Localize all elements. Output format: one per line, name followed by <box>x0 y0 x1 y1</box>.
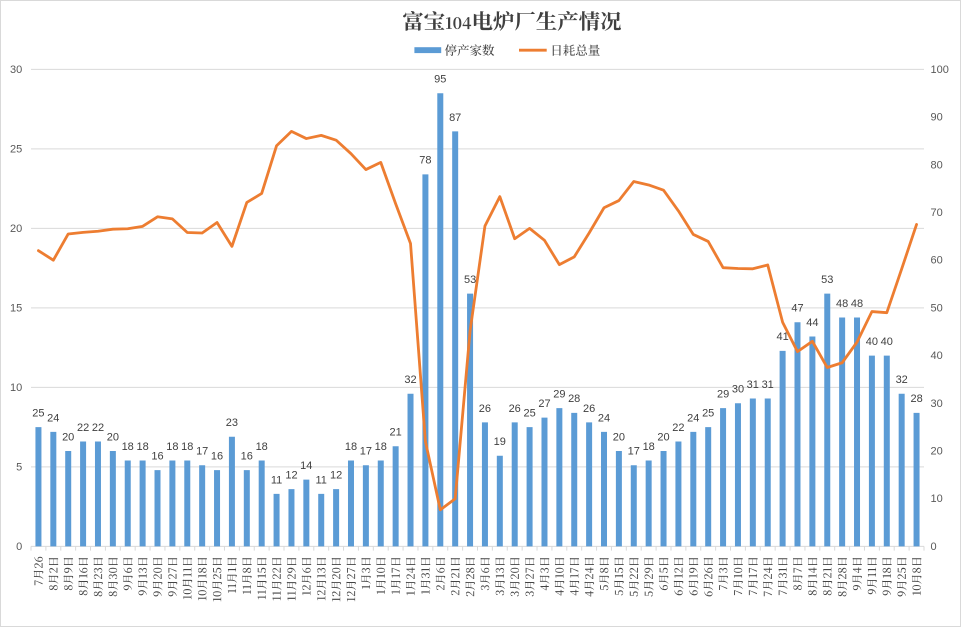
svg-text:30: 30 <box>931 398 943 410</box>
svg-text:20: 20 <box>931 446 943 458</box>
svg-text:25: 25 <box>10 143 22 155</box>
svg-text:10: 10 <box>931 493 943 505</box>
svg-text:19: 19 <box>494 436 506 448</box>
svg-text:11: 11 <box>315 474 326 486</box>
svg-text:40: 40 <box>866 336 878 348</box>
svg-text:18: 18 <box>643 441 655 453</box>
svg-text:16: 16 <box>151 451 163 463</box>
svg-text:48: 48 <box>836 298 848 310</box>
svg-text:26: 26 <box>479 403 491 415</box>
svg-text:30: 30 <box>732 384 744 396</box>
svg-text:10: 10 <box>10 382 22 394</box>
svg-text:20: 20 <box>613 431 625 443</box>
svg-text:53: 53 <box>464 274 476 286</box>
svg-text:30: 30 <box>10 64 22 76</box>
svg-text:78: 78 <box>419 155 431 167</box>
svg-text:20: 20 <box>10 223 22 235</box>
svg-text:24: 24 <box>47 412 59 424</box>
svg-text:22: 22 <box>92 422 104 434</box>
svg-text:32: 32 <box>896 374 908 386</box>
svg-text:18: 18 <box>181 441 193 453</box>
svg-text:18: 18 <box>122 441 134 453</box>
svg-text:18: 18 <box>375 441 387 453</box>
svg-text:18: 18 <box>256 441 268 453</box>
svg-text:31: 31 <box>762 379 774 391</box>
svg-text:12: 12 <box>330 470 342 482</box>
svg-text:40: 40 <box>881 336 893 348</box>
svg-text:20: 20 <box>107 431 119 443</box>
svg-text:25: 25 <box>32 408 44 420</box>
svg-text:18: 18 <box>345 441 357 453</box>
svg-text:48: 48 <box>851 298 863 310</box>
svg-text:53: 53 <box>821 274 833 286</box>
svg-text:44: 44 <box>806 317 818 329</box>
svg-text:24: 24 <box>598 412 610 424</box>
svg-text:60: 60 <box>931 255 943 267</box>
svg-text:20: 20 <box>62 431 74 443</box>
svg-text:17: 17 <box>628 446 640 458</box>
svg-text:22: 22 <box>77 422 89 434</box>
svg-text:16: 16 <box>211 451 223 463</box>
svg-text:31: 31 <box>747 379 759 391</box>
svg-text:25: 25 <box>523 408 535 420</box>
svg-text:5: 5 <box>16 461 22 473</box>
svg-text:0: 0 <box>931 541 937 553</box>
svg-text:40: 40 <box>931 350 943 362</box>
svg-text:11: 11 <box>271 474 282 486</box>
svg-text:90: 90 <box>931 112 943 124</box>
svg-text:14: 14 <box>300 460 312 472</box>
svg-text:15: 15 <box>10 302 22 314</box>
svg-text:87: 87 <box>449 112 461 124</box>
svg-text:17: 17 <box>196 446 208 458</box>
svg-text:25: 25 <box>702 408 714 420</box>
svg-text:16: 16 <box>241 451 253 463</box>
svg-text:32: 32 <box>404 374 416 386</box>
svg-text:47: 47 <box>791 303 803 315</box>
svg-text:50: 50 <box>931 302 943 314</box>
svg-text:70: 70 <box>931 207 943 219</box>
svg-text:17: 17 <box>360 446 372 458</box>
svg-text:20: 20 <box>657 431 669 443</box>
svg-text:18: 18 <box>166 441 178 453</box>
svg-text:95: 95 <box>434 74 446 86</box>
svg-text:24: 24 <box>687 412 699 424</box>
svg-text:28: 28 <box>568 393 580 405</box>
svg-text:27: 27 <box>538 398 550 410</box>
svg-text:28: 28 <box>910 393 922 405</box>
svg-text:23: 23 <box>226 417 238 429</box>
svg-text:80: 80 <box>931 159 943 171</box>
svg-text:22: 22 <box>672 422 684 434</box>
svg-text:12: 12 <box>285 470 297 482</box>
svg-text:29: 29 <box>553 389 565 401</box>
svg-text:100: 100 <box>931 64 949 76</box>
svg-text:26: 26 <box>583 403 595 415</box>
svg-text:41: 41 <box>776 331 788 343</box>
svg-text:29: 29 <box>717 389 729 401</box>
svg-text:0: 0 <box>16 541 22 553</box>
svg-text:26: 26 <box>509 403 521 415</box>
svg-text:21: 21 <box>389 427 401 439</box>
svg-text:18: 18 <box>136 441 148 453</box>
